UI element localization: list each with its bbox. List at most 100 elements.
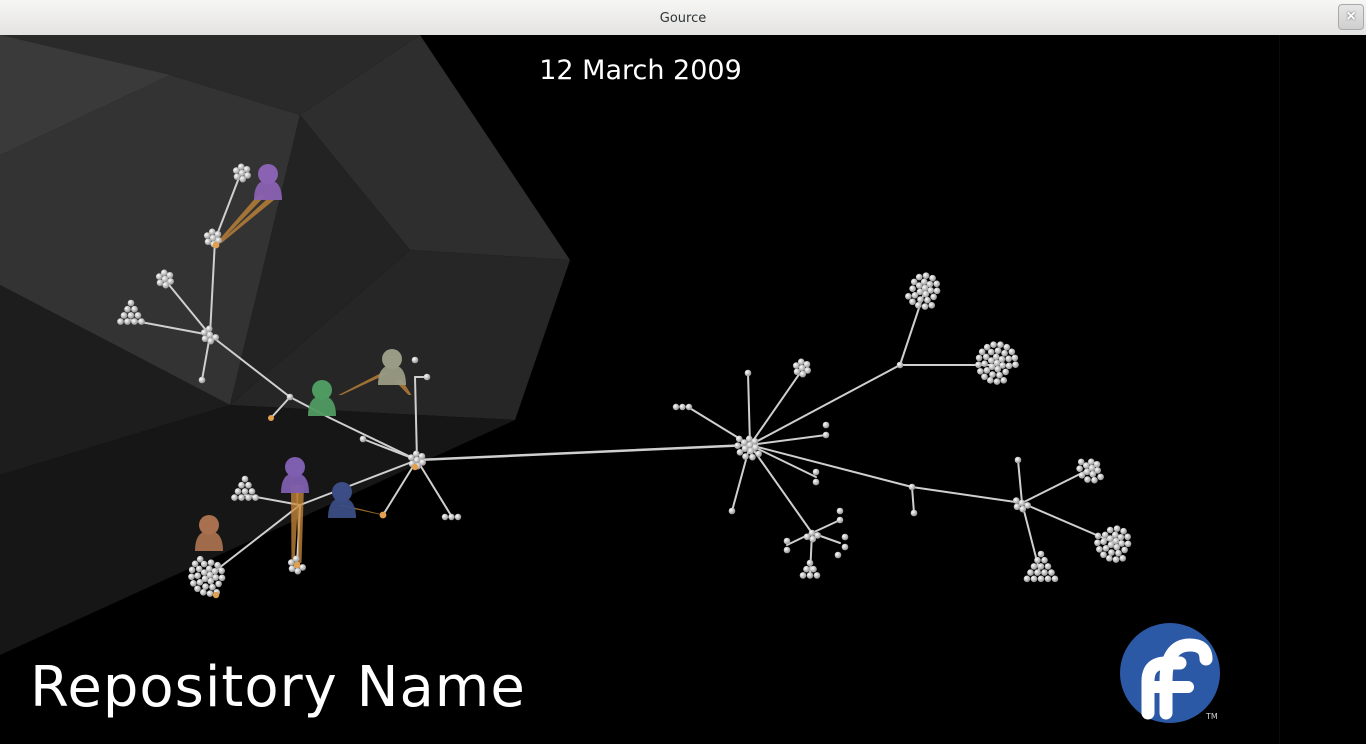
file-node bbox=[1106, 526, 1114, 534]
user-body bbox=[281, 473, 309, 493]
user-avatar bbox=[308, 380, 336, 416]
file-node bbox=[804, 367, 812, 374]
file-node bbox=[268, 415, 274, 421]
file-node bbox=[418, 452, 426, 460]
file-node bbox=[915, 302, 922, 309]
file-node bbox=[1041, 569, 1048, 576]
file-node bbox=[921, 303, 929, 310]
file-node bbox=[1124, 533, 1131, 541]
file-node bbox=[1108, 549, 1115, 556]
file-node bbox=[836, 507, 844, 515]
file-node bbox=[124, 305, 131, 313]
file-node bbox=[252, 494, 259, 501]
file-node bbox=[205, 325, 213, 333]
file-node bbox=[911, 291, 919, 299]
user-head bbox=[332, 482, 352, 502]
edge bbox=[749, 444, 813, 534]
file-node bbox=[808, 529, 816, 537]
file-node bbox=[997, 341, 1004, 349]
file-node bbox=[909, 285, 916, 293]
file-node bbox=[1008, 348, 1016, 356]
file-node bbox=[248, 488, 256, 495]
file-node bbox=[162, 281, 170, 289]
file-node bbox=[922, 290, 930, 298]
file-node bbox=[998, 355, 1006, 363]
user-body bbox=[328, 498, 356, 518]
file-node bbox=[287, 559, 295, 566]
edge bbox=[329, 417, 418, 461]
file-node bbox=[1044, 575, 1052, 583]
repository-name: Repository Name bbox=[30, 655, 526, 720]
close-button[interactable]: × bbox=[1338, 4, 1364, 30]
file-node bbox=[929, 274, 936, 282]
file-node bbox=[194, 572, 201, 580]
file-node bbox=[783, 546, 791, 554]
file-node bbox=[1048, 569, 1055, 576]
file-node bbox=[1030, 563, 1038, 570]
file-node bbox=[206, 571, 214, 579]
file-node bbox=[1012, 497, 1020, 504]
file-node bbox=[1093, 460, 1101, 468]
file-node bbox=[1037, 550, 1045, 558]
file-node bbox=[896, 361, 904, 369]
file-node bbox=[166, 271, 174, 279]
file-node bbox=[797, 358, 805, 366]
file-node bbox=[208, 228, 216, 236]
background-polygons bbox=[0, 35, 570, 655]
file-node bbox=[131, 318, 138, 325]
file-node bbox=[131, 305, 138, 313]
file-node bbox=[292, 555, 300, 563]
file-node bbox=[200, 569, 208, 576]
file-node bbox=[836, 516, 844, 524]
file-node bbox=[924, 296, 931, 304]
file-node bbox=[987, 357, 995, 364]
file-node bbox=[1118, 540, 1126, 547]
edge bbox=[911, 486, 915, 514]
file-node bbox=[799, 572, 807, 579]
file-node bbox=[910, 278, 918, 286]
file-node bbox=[1119, 555, 1127, 562]
file-node bbox=[1030, 575, 1038, 583]
file-node bbox=[905, 293, 912, 300]
file-node bbox=[921, 284, 929, 292]
file-node bbox=[1101, 531, 1109, 539]
file-node bbox=[294, 567, 302, 575]
file-node bbox=[1113, 543, 1121, 551]
file-node bbox=[1037, 575, 1045, 583]
file-node bbox=[728, 507, 736, 515]
file-node bbox=[212, 241, 220, 249]
user-avatar bbox=[195, 515, 223, 551]
file-node bbox=[1094, 539, 1101, 547]
file-node bbox=[915, 273, 923, 281]
file-node bbox=[200, 589, 207, 596]
file-node bbox=[1120, 527, 1127, 535]
file-node bbox=[448, 513, 455, 521]
user-avatar bbox=[378, 349, 406, 385]
file-node bbox=[1012, 361, 1019, 368]
file-node bbox=[1115, 549, 1122, 557]
file-node bbox=[293, 561, 301, 569]
edge bbox=[299, 459, 418, 506]
file-node bbox=[988, 363, 996, 371]
user-avatar bbox=[328, 482, 356, 518]
file-node bbox=[411, 356, 419, 364]
file-node bbox=[910, 509, 918, 517]
file-node bbox=[1005, 355, 1012, 363]
user-avatar bbox=[254, 164, 282, 200]
file-node bbox=[232, 167, 240, 174]
file-node bbox=[207, 577, 215, 585]
user-avatars bbox=[195, 164, 406, 551]
file-node bbox=[191, 560, 199, 568]
file-node bbox=[989, 371, 996, 378]
gource-viewport[interactable]: 12 March 2009 Repository Name TM bbox=[0, 35, 1366, 744]
file-node bbox=[1077, 458, 1085, 466]
file-node bbox=[167, 278, 175, 285]
file-node bbox=[975, 354, 983, 362]
file-node bbox=[138, 318, 145, 325]
fedora-logo: TM bbox=[1120, 623, 1220, 723]
file-node bbox=[813, 572, 821, 579]
file-node bbox=[207, 337, 215, 345]
file-node bbox=[994, 347, 1002, 354]
file-node bbox=[1023, 575, 1031, 583]
edge bbox=[811, 519, 841, 534]
